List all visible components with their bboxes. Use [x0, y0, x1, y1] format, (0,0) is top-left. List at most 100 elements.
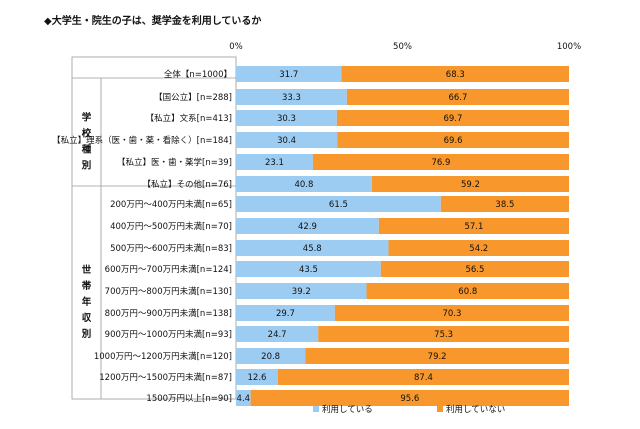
value-label-using: 61.5	[329, 200, 348, 210]
value-label-using: 33.3	[282, 93, 301, 103]
bar-not-using	[346, 89, 569, 105]
value-label-using: 45.8	[303, 244, 322, 254]
value-label-not-using: 87.4	[414, 373, 433, 383]
value-label-using: 29.7	[276, 309, 295, 319]
group-label-char: 別	[81, 328, 92, 340]
group-label-char: 世	[82, 264, 92, 276]
bar-not-using	[388, 240, 569, 256]
value-label-using: 31.7	[279, 70, 298, 80]
value-label-not-using: 95.6	[400, 394, 419, 404]
bar-not-using	[250, 390, 570, 406]
bar-using	[236, 196, 441, 212]
legend-swatch-not-using	[437, 406, 443, 412]
category-label: 【国公立】[n=288]	[154, 92, 232, 103]
category-label: 200万円～400万円未満[n=65]	[110, 199, 232, 210]
value-label-not-using: 66.7	[448, 93, 467, 103]
bar-not-using	[371, 176, 569, 192]
legend: 利用している 利用していない	[313, 404, 505, 415]
x-tick-label: 0%	[229, 42, 243, 52]
category-label: 【私立】医・歯・薬学[n=39]	[117, 157, 232, 168]
value-label-not-using: 68.3	[446, 70, 465, 80]
value-label-not-using: 56.5	[465, 265, 484, 275]
value-label-using: 4.4	[237, 394, 251, 404]
category-label: 【私立】その他[n=76]	[143, 179, 232, 190]
value-label-using: 30.4	[277, 136, 296, 146]
x-tick-label: 100%	[557, 42, 581, 52]
category-label: 500万円～600万円未満[n=83]	[110, 243, 232, 254]
value-label-not-using: 54.2	[469, 244, 488, 254]
category-label: 1500万円以上[n=90]	[146, 394, 232, 404]
bar-using	[236, 176, 372, 192]
bar-not-using	[380, 261, 569, 277]
bar-using	[236, 305, 335, 321]
bar-rows: 全体【n=1000】 31.7 68.3 【国公立】[n=288] 33.3 66.7 【私…	[52, 66, 570, 406]
value-label-using: 30.3	[277, 114, 296, 124]
bar-using	[236, 390, 251, 406]
value-label-using: 12.6	[248, 373, 267, 383]
bar-not-using	[305, 348, 569, 364]
value-label-not-using: 76.9	[431, 158, 450, 168]
category-label: 1200万円～1500万円未満[n=87]	[99, 372, 232, 383]
bar-using	[236, 240, 389, 256]
bar-not-using	[334, 305, 569, 321]
value-label-not-using: 38.5	[495, 200, 514, 210]
category-label: 800万円～900万円未満[n=138]	[105, 308, 232, 319]
bar-not-using	[366, 283, 569, 299]
group-label-char: 別	[81, 160, 92, 172]
value-label-not-using: 69.7	[443, 114, 462, 124]
bar-using	[236, 348, 306, 364]
group-label-char: 学	[82, 112, 92, 124]
category-label: 【私立】理系（医・歯・薬・看除く）[n=184]	[52, 135, 232, 146]
bar-using	[236, 66, 342, 82]
value-label-using: 20.8	[261, 352, 280, 362]
bar-not-using	[336, 110, 569, 126]
value-label-using: 24.7	[268, 330, 287, 340]
value-label-not-using: 69.6	[444, 136, 463, 146]
bar-not-using	[378, 218, 569, 234]
bar-using	[236, 132, 338, 148]
bar-not-using	[440, 196, 569, 212]
group-label-char: 校	[82, 128, 92, 140]
category-label: 900万円～1000万円未満[n=93]	[105, 329, 232, 340]
bar-not-using	[337, 132, 569, 148]
legend-label-not-using: 利用していない	[446, 404, 505, 415]
value-label-not-using: 70.3	[442, 309, 461, 319]
category-label: 【私立】文系[n=413]	[146, 113, 232, 124]
category-label: 400万円～500万円未満[n=70]	[110, 221, 232, 232]
group-label-char: 収	[82, 312, 92, 324]
group-label-char: 種	[82, 144, 92, 156]
bar-using	[236, 154, 313, 170]
value-label-not-using: 57.1	[464, 222, 483, 232]
chart-title: ◆大学生・院生の子は、奨学金を利用しているか	[44, 14, 261, 27]
value-label-not-using: 59.2	[461, 180, 480, 190]
bar-not-using	[312, 154, 569, 170]
bar-using	[236, 218, 379, 234]
value-label-using: 42.9	[298, 222, 317, 232]
bar-using	[236, 369, 278, 385]
category-label: 1000万円～1200万円未満[n=120]	[94, 351, 232, 362]
value-label-not-using: 79.2	[428, 352, 447, 362]
value-label-not-using: 60.8	[458, 287, 477, 297]
group-label-char: 年	[82, 296, 92, 308]
bar-using	[236, 261, 381, 277]
bar-using	[236, 89, 347, 105]
group-label-char: 帯	[82, 280, 92, 292]
bar-using	[236, 326, 319, 342]
x-tick-label: 50%	[393, 42, 412, 52]
legend-swatch-using	[313, 406, 319, 412]
category-label: 700万円～800万円未満[n=130]	[105, 286, 232, 297]
value-label-using: 23.1	[265, 158, 284, 168]
bar-not-using	[277, 369, 569, 385]
bar-not-using	[318, 326, 569, 342]
value-label-using: 40.8	[294, 180, 313, 190]
bar-using	[236, 283, 367, 299]
value-label-not-using: 75.3	[434, 330, 453, 340]
bar-using	[236, 110, 337, 126]
value-label-using: 43.5	[299, 265, 318, 275]
bar-not-using	[341, 66, 569, 82]
x-axis: 0% 50% 100%	[229, 42, 581, 52]
value-label-using: 39.2	[292, 287, 311, 297]
category-label: 600万円～700万円未満[n=124]	[105, 264, 232, 275]
